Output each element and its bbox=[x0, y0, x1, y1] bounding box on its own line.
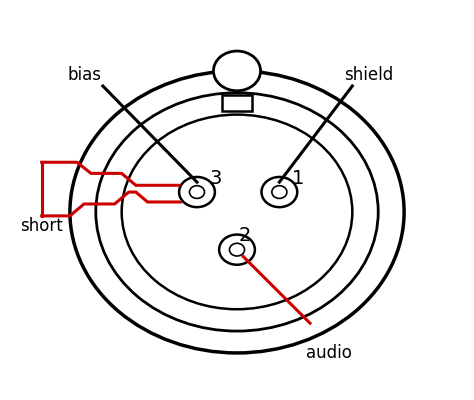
Text: 2: 2 bbox=[239, 226, 251, 245]
Circle shape bbox=[229, 243, 245, 256]
Circle shape bbox=[96, 93, 378, 331]
Circle shape bbox=[122, 114, 352, 309]
Circle shape bbox=[70, 71, 404, 353]
Circle shape bbox=[190, 186, 204, 198]
Bar bbox=[222, 95, 252, 111]
Text: 3: 3 bbox=[210, 169, 222, 188]
Circle shape bbox=[272, 186, 287, 198]
Text: bias: bias bbox=[67, 66, 101, 84]
Text: 1: 1 bbox=[292, 169, 304, 188]
Circle shape bbox=[219, 234, 255, 265]
Text: shield: shield bbox=[344, 66, 393, 84]
Circle shape bbox=[179, 177, 215, 207]
Circle shape bbox=[213, 51, 261, 91]
Text: audio: audio bbox=[306, 344, 352, 362]
Circle shape bbox=[262, 177, 297, 207]
Text: short: short bbox=[20, 217, 63, 235]
